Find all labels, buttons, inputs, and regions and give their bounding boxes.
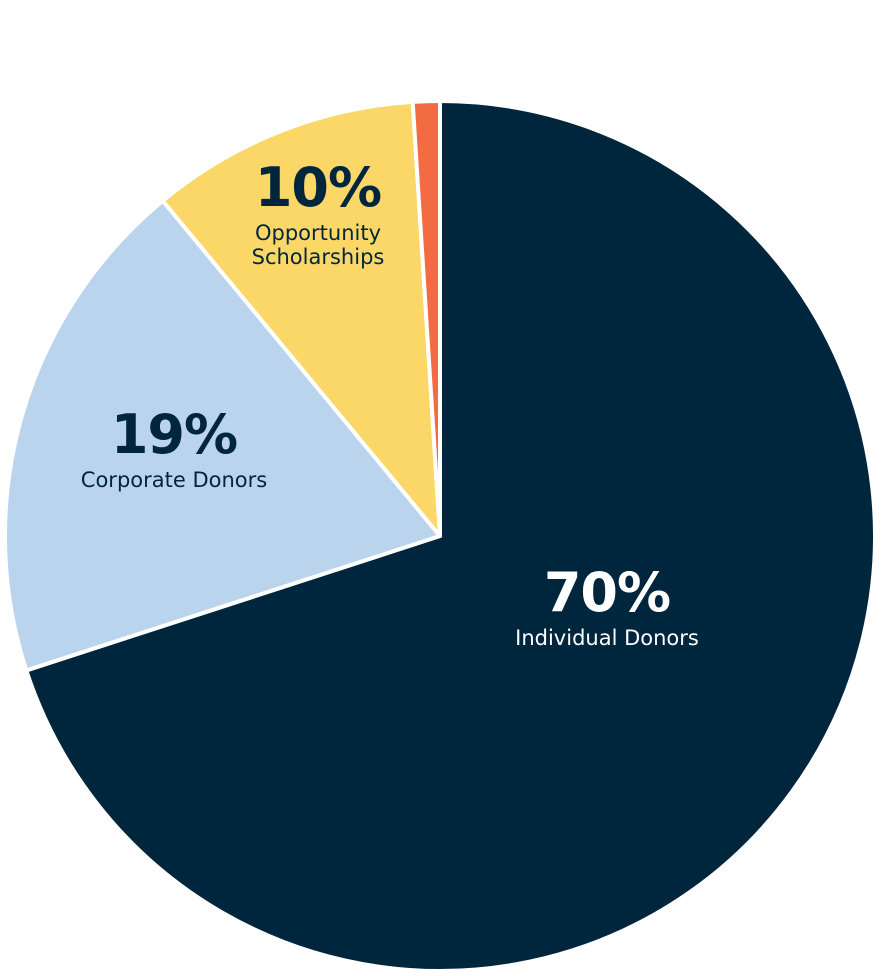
category-label: Individual Donors — [515, 626, 699, 650]
pie-slice — [410, 99, 442, 538]
value-label: 19% — [110, 403, 238, 466]
pie-slice — [160, 99, 442, 538]
slice-label: 10% Opportunity Scholarships — [243, 156, 393, 270]
value-label: 10% — [254, 156, 382, 219]
value-label: 70% — [543, 561, 671, 624]
pie-slice — [3, 198, 442, 673]
slice-label: 19% Corporate Donors — [44, 403, 304, 493]
slice-label: 70% Individual Donors — [477, 561, 737, 651]
category-label: Corporate Donors — [80, 468, 268, 492]
pie-slice — [24, 99, 877, 973]
category-label: Opportunity Scholarships — [251, 221, 385, 269]
